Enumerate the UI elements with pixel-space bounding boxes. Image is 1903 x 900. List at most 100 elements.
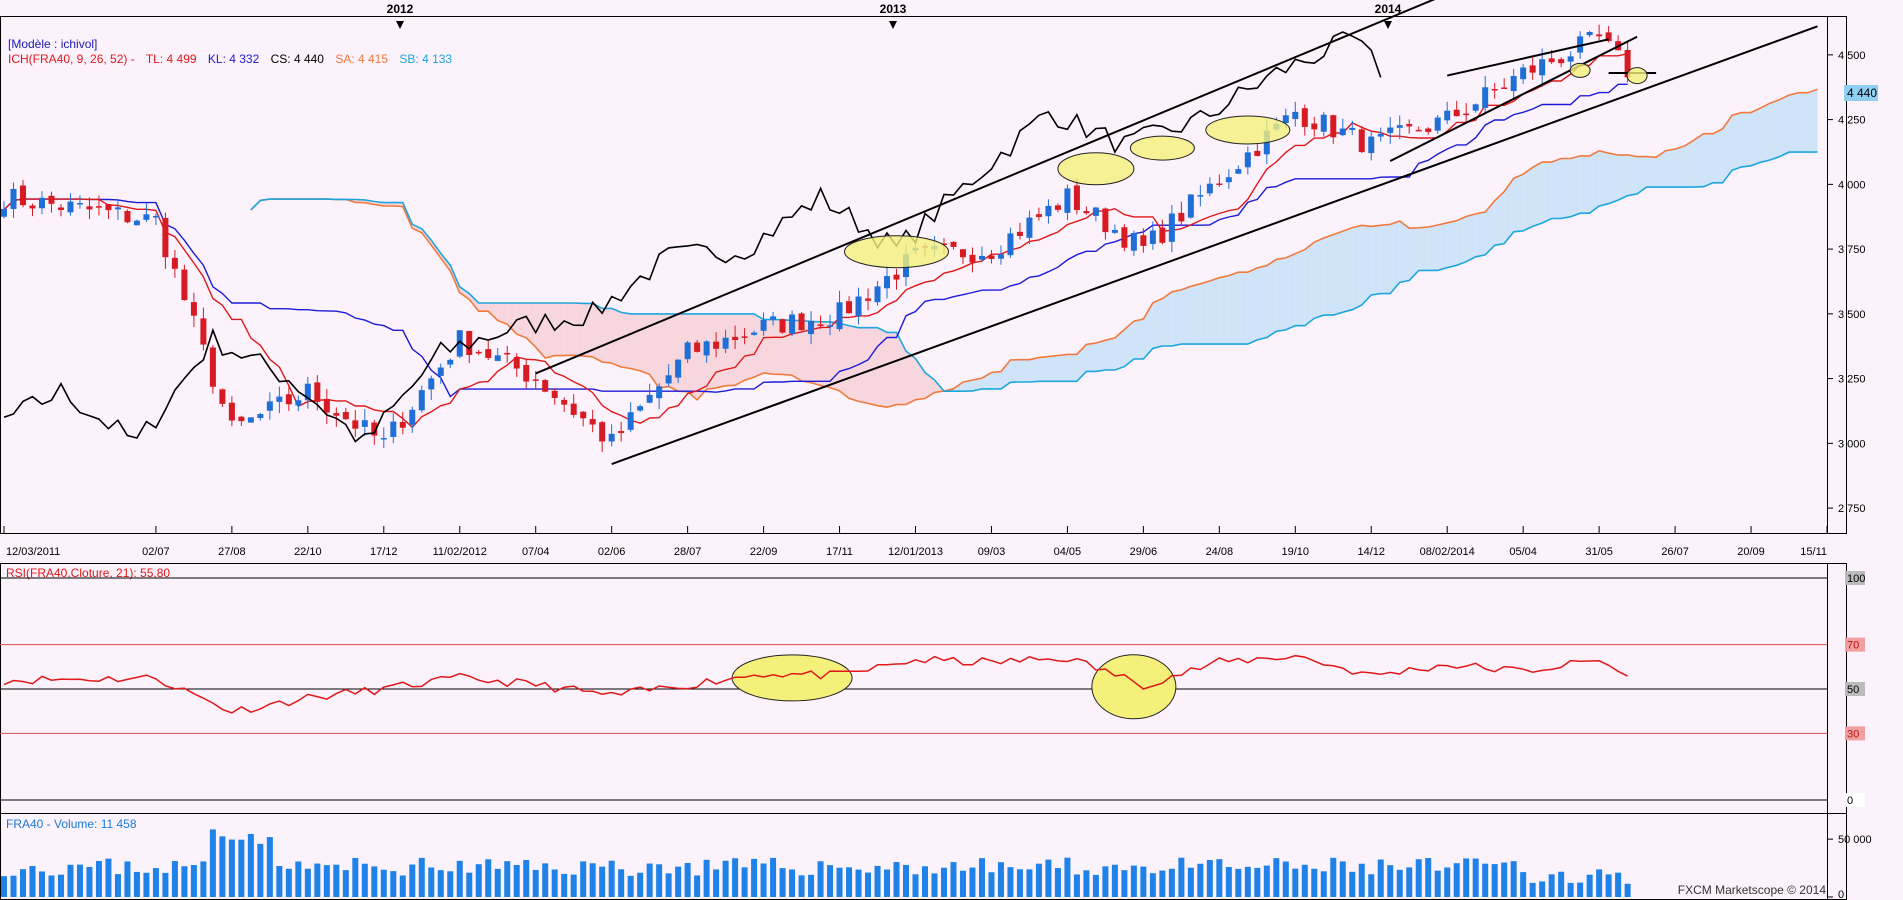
candle-up	[1520, 67, 1527, 80]
price-tick-label: 4 000	[1838, 179, 1866, 191]
volume-bar	[1358, 863, 1365, 897]
cloud-segment	[962, 380, 973, 392]
candle-up	[1320, 114, 1327, 132]
volume-bar	[1140, 866, 1147, 897]
cloud-segment	[1143, 302, 1153, 359]
rsi-line	[3, 654, 1628, 714]
cloud-segment	[1798, 92, 1809, 153]
date-tick-label: 08/02/2014	[1420, 546, 1475, 558]
cloud-segment	[1437, 222, 1448, 271]
volume-bar	[162, 872, 169, 897]
candle-down	[969, 254, 976, 263]
volume-bar	[950, 862, 957, 897]
candle-up	[1064, 188, 1071, 213]
volume-bar	[893, 862, 900, 897]
cloud-segment	[1475, 212, 1486, 257]
cloud-segment	[1627, 154, 1638, 196]
year-marker-icon	[396, 21, 404, 29]
volume-bar	[485, 859, 492, 897]
candle-down	[713, 341, 720, 349]
candle-down	[1501, 87, 1508, 89]
cloud-segment	[1779, 95, 1790, 157]
volume-bar	[931, 873, 938, 897]
senkou-span-lines	[250, 88, 1818, 409]
volume-bar	[1434, 870, 1441, 897]
cloud-segment	[1114, 329, 1125, 370]
volume-bar	[1016, 869, 1023, 897]
volume-bar	[342, 870, 349, 897]
volume-bar	[1092, 874, 1099, 897]
candle-down	[741, 336, 748, 338]
cloud-segment	[630, 313, 641, 371]
volume-bar	[133, 871, 140, 897]
ichimoku-legend: ICH(FRA40, 9, 26, 52) - TL: 4 499 KL: 4 …	[8, 52, 452, 66]
model-label: [Modèle : ichivol]	[8, 37, 97, 51]
volume-bar	[903, 864, 910, 897]
cloud-segment	[1247, 267, 1258, 345]
volume-bar	[1, 876, 7, 897]
cloud-segment	[1171, 289, 1182, 347]
cloud-segment	[1741, 112, 1752, 167]
volume-bar	[247, 833, 254, 897]
candle-up	[1197, 195, 1204, 197]
volume-bar	[1425, 858, 1432, 897]
volume-bar	[1529, 882, 1536, 897]
volume-bar	[29, 866, 36, 897]
cloud-segment	[1646, 156, 1657, 188]
date-tick-label: 09/03	[978, 546, 1006, 558]
rsi-title: RSI(FRA40,Cloture, 21): 55,80	[6, 566, 170, 580]
date-tick-label: 27/08	[218, 546, 246, 558]
volume-bar	[1035, 863, 1042, 897]
date-tick-label: 07/04	[522, 546, 550, 558]
candle-up	[1434, 117, 1441, 131]
volume-bar	[874, 865, 881, 897]
volume-bar	[1130, 865, 1137, 897]
cloud-segment	[1589, 150, 1600, 214]
cloud-segment	[1057, 354, 1068, 382]
volume-bar	[1149, 873, 1156, 897]
candle-up	[1187, 194, 1194, 218]
cloud-segment	[1694, 133, 1704, 188]
candle-down	[1548, 58, 1555, 63]
cloud-segment	[1665, 149, 1676, 188]
volume-bar	[808, 874, 815, 897]
volume-bar	[1244, 866, 1251, 897]
volume-bar	[1282, 861, 1289, 897]
date-tick-label: 02/06	[598, 546, 626, 558]
volume-bar	[447, 871, 454, 897]
cloud-segment	[412, 224, 422, 233]
candle-down	[1415, 129, 1422, 132]
cloud-segment	[1076, 344, 1087, 382]
volume-bar	[1624, 883, 1631, 897]
volume-bar	[1491, 864, 1498, 897]
watermark: FXCM Marketscope © 2014	[1678, 883, 1827, 897]
volume-bar	[114, 874, 121, 897]
candle-down	[1529, 65, 1536, 73]
cloud-segment	[811, 321, 821, 386]
volume-bar	[1007, 867, 1014, 897]
cloud-segment	[1200, 280, 1210, 345]
candle-down	[817, 324, 824, 326]
cloud-segment	[1656, 150, 1666, 188]
volume-bar	[988, 872, 995, 897]
candle-up	[637, 406, 644, 411]
candle-up	[684, 342, 691, 360]
volume-bar	[95, 860, 102, 897]
volume-bar	[978, 858, 985, 897]
trend-line	[611, 25, 1818, 466]
volume-bar	[1178, 857, 1185, 897]
date-tick-label: 29/06	[1130, 546, 1158, 558]
volume-bar	[390, 871, 397, 897]
cloud-segment	[488, 303, 498, 321]
price-tick-label: 4 250	[1838, 115, 1866, 127]
ichimoku-cloud	[250, 89, 1818, 408]
cloud-segment	[1713, 128, 1723, 183]
rsi-series	[3, 654, 1628, 714]
candle-down	[1254, 150, 1261, 156]
volume-bar	[437, 870, 444, 897]
rsi-tick-box	[1845, 637, 1865, 652]
candle-up	[1339, 128, 1346, 136]
cloud-segment	[478, 303, 489, 312]
volume-bar	[884, 869, 891, 897]
volume-bar	[770, 857, 777, 897]
